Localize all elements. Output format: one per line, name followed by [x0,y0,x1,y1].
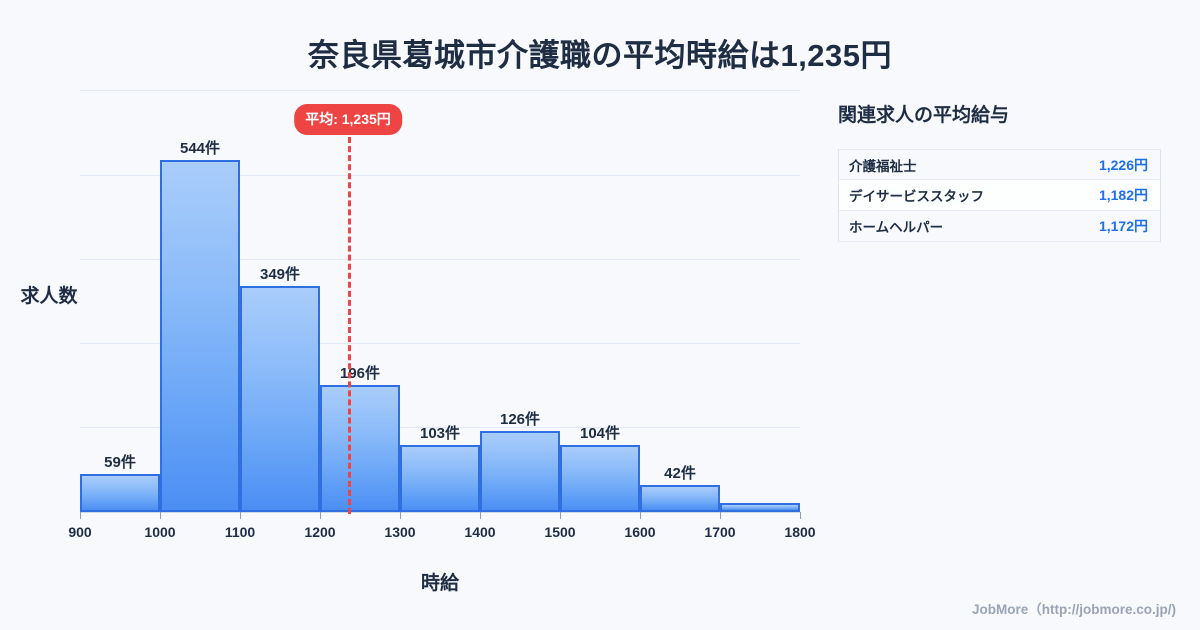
related-salary-panel: 関連求人の平均給与 介護福祉士 1,226円デイサービススタッフ 1,182円ホーム… [838,100,1168,242]
gridline-3 [80,343,800,345]
bar-value-label: 104件 [579,424,621,442]
bar [560,444,640,512]
x-tick [480,512,481,519]
bar-value-label: 42件 [664,464,696,482]
x-tick-label: 1600 [624,524,656,540]
x-tick-label: 1700 [704,524,736,540]
x-tick [160,512,161,519]
x-tick [720,512,721,519]
bar-value-label: 544件 [179,140,221,158]
bar [320,385,400,512]
bar-value-label: 349件 [259,266,301,284]
job-name: 介護福祉士 [849,158,917,174]
table-row: 介護福祉士 1,226円 [839,149,1160,180]
bar-value-label: 196件 [339,365,381,383]
x-tick [240,512,241,519]
footer-watermark: JobMore（http://jobmore.co.jp/) [972,602,1176,617]
x-tick [560,512,561,519]
histogram-chart: 900 1000 1100 1200 1300 1400 1500 1600 1700 1800 … [20,90,816,594]
x-axis-line [80,512,800,513]
job-average-wage: 1,226円 [1098,156,1148,173]
x-tick-label: 1500 [544,524,576,540]
x-tick-label: 900 [68,524,92,540]
average-line [348,128,351,514]
page-title: 奈良県葛城市介護職の平均時給は1,235円 [307,38,893,73]
gridline-4 [80,427,800,429]
x-tick [640,512,641,519]
bar-value-label: 59件 [104,453,136,471]
x-tick [800,512,801,519]
x-tick-label: 1400 [464,524,496,540]
average-badge: 平均: 1,235円 [294,104,402,135]
bar [480,430,560,512]
table-row: デイサービススタッフ 1,182円 [839,180,1160,211]
bar [80,473,160,512]
plot-area [80,90,800,512]
bar [640,484,720,512]
bar [720,502,800,512]
x-tick-label: 1200 [304,524,336,540]
bar [240,286,320,512]
job-average-wage: 1,172円 [1098,218,1148,234]
x-tick [320,512,321,519]
bar [160,160,240,512]
gridline-1 [80,174,800,176]
job-average-wage: 1,182円 [1098,187,1148,203]
gridline-0 [80,90,800,91]
gridline-2 [80,258,800,260]
x-tick-label: 1300 [384,524,416,540]
x-tick-label: 1000 [144,524,176,540]
bar-value-label: 126件 [499,410,541,428]
x-tick [80,512,81,519]
x-axis-title: 時給 [420,573,459,594]
bar-value-label: 103件 [419,425,461,443]
y-axis-title: 求人数 [20,286,78,307]
x-tick [400,512,401,519]
x-tick-label: 1800 [784,524,816,540]
job-name: ホームヘルパー [849,220,944,235]
bar [400,445,480,512]
table-row: ホームヘルパー 1,172円 [839,211,1160,242]
related-salary-table: 介護福祉士 1,226円デイサービススタッフ 1,182円ホームヘルパー 1,172円 [838,149,1161,242]
x-tick-label: 1100 [224,524,256,540]
job-name: デイサービススタッフ [849,189,984,204]
related-salary-title: 関連求人の平均給与 [838,105,1010,126]
